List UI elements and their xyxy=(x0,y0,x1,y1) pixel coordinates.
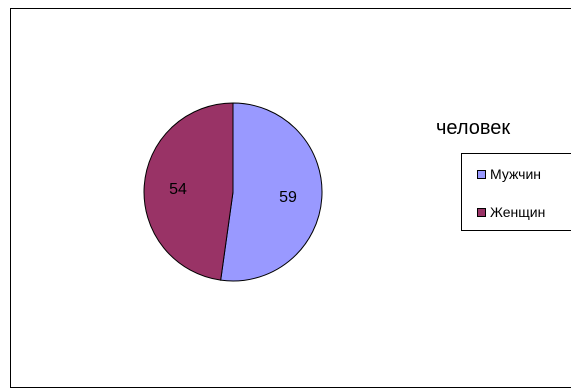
pie-chart: 59 54 xyxy=(143,102,323,282)
legend: Мужчин Женщин xyxy=(461,153,571,231)
legend-swatch-women xyxy=(477,207,486,217)
legend-title: человек xyxy=(436,117,511,139)
legend-swatch-men xyxy=(477,169,486,179)
legend-label-women: Женщин xyxy=(490,204,546,220)
pie-slice-men xyxy=(220,102,323,282)
pie-label-men: 59 xyxy=(279,189,297,206)
pie-label-women: 54 xyxy=(169,181,187,198)
legend-item-women: Женщин xyxy=(477,204,545,220)
legend-item-men: Мужчин xyxy=(477,166,541,182)
legend-label-men: Мужчин xyxy=(490,166,542,182)
pie-slice-women xyxy=(143,102,234,281)
